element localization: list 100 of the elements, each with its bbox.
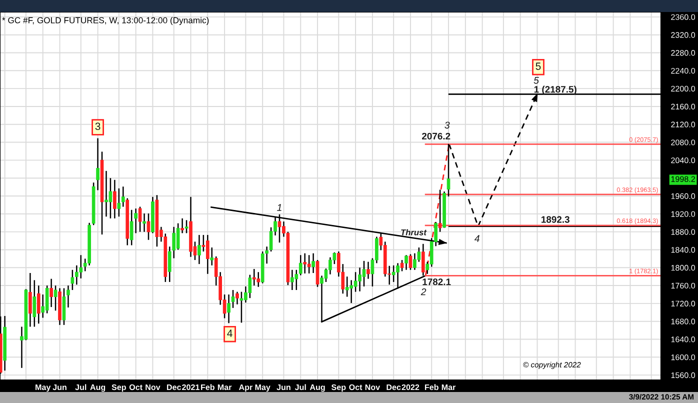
candlestick [354, 271, 358, 292]
y-tick-label: 2360.0 [671, 14, 696, 20]
y-tick-label: 1680.0 [671, 318, 696, 324]
candlestick [408, 254, 412, 270]
annotation: 5 [534, 76, 539, 84]
y-tick-label: 1800.0 [671, 264, 696, 271]
candlestick [362, 260, 366, 288]
y-tick-label: 1560.0 [671, 372, 696, 378]
candlestick [236, 291, 239, 305]
y-tick-label: 1600.0 [671, 354, 696, 360]
candlestick [108, 177, 112, 220]
annotation: Thrust [401, 229, 427, 236]
x-tick-label: Jul [75, 384, 86, 390]
x-tick-label: May [36, 384, 51, 392]
x-tick-label: Jun [276, 384, 290, 390]
candlestick [366, 261, 370, 280]
x-tick-label: Dec [167, 384, 182, 390]
candlestick [307, 254, 311, 274]
annotation: 3 [444, 122, 450, 129]
x-tick-label: Feb [424, 384, 438, 390]
candlestick [70, 269, 74, 291]
annotation: 3 [95, 122, 100, 130]
candlestick [50, 278, 53, 308]
candlestick [206, 234, 210, 275]
candlestick [413, 252, 416, 270]
annotation: 4 [474, 235, 480, 242]
x-tick-label: Aug [90, 384, 106, 392]
y-tick-label: 1960.0 [671, 193, 696, 199]
y-tick-label: 2160.0 [671, 104, 696, 110]
candlestick [74, 264, 78, 286]
annotation: 1 (2187.5) [534, 86, 576, 95]
candlestick [438, 189, 442, 232]
annotation: 2076.2 [422, 132, 450, 140]
x-tick-label: Oct [349, 384, 362, 390]
candlestick [404, 254, 408, 270]
candlestick [248, 274, 252, 299]
x-tick-label: Sep [331, 384, 346, 392]
candlestick [176, 222, 180, 250]
x-tick-label: Feb [201, 384, 214, 390]
candlestick [312, 252, 315, 274]
y-tick-label: 2240.0 [671, 68, 696, 74]
candlestick [316, 259, 320, 288]
candlestick [198, 234, 201, 265]
x-tick-label: Mar [218, 384, 232, 390]
candlestick [138, 206, 142, 232]
candlestick [142, 212, 146, 232]
candlestick [240, 291, 244, 324]
x-tick-label: Nov [146, 384, 160, 390]
y-tick-label: 1720.0 [671, 300, 696, 306]
candlestick [227, 294, 230, 324]
x-tick-label: Dec [386, 384, 401, 390]
y-tick-label: 1998.2 [671, 176, 695, 182]
annotation: 1892.3 [542, 216, 570, 223]
x-tick-label: Jul [294, 384, 306, 390]
annotation: 5 [536, 62, 541, 70]
y-tick-label: 2200.0 [671, 86, 696, 92]
candlestick [66, 284, 70, 308]
candlestick [62, 288, 66, 326]
y-tick-label: 2320.0 [671, 32, 696, 38]
y-tick-label: 1880.0 [671, 229, 696, 235]
annotation: 1782.1 [422, 278, 451, 286]
candlestick [146, 212, 150, 240]
y-tick-label: 2120.0 [671, 122, 696, 128]
x-tick-label: Oct [129, 384, 142, 390]
x-tick-label: Aug [310, 384, 325, 392]
candlestick [28, 272, 32, 328]
x-tick-label: May [255, 384, 270, 392]
candlestick [104, 170, 108, 218]
candlestick [36, 284, 40, 324]
candlestick [180, 218, 184, 234]
x-tick-label: Apr [238, 384, 252, 392]
y-tick-label: 1760.0 [671, 282, 696, 289]
y-tick-label: 1920.0 [671, 211, 696, 217]
candlestick [117, 188, 121, 218]
candlestick [303, 252, 307, 274]
candlestick [130, 209, 134, 246]
x-tick-label: Nov [365, 384, 380, 390]
candlestick [231, 289, 235, 309]
y-tick-label: 2040.0 [671, 157, 696, 164]
y-tick-label: 2280.0 [671, 50, 696, 56]
y-tick-label: 1640.0 [671, 336, 696, 342]
annotation: 4 [227, 330, 232, 337]
y-tick-label: 2080.0 [671, 140, 696, 146]
x-tick-label: 2021 [182, 384, 200, 390]
candlestick [256, 271, 260, 288]
x-tick-label: Jun [52, 384, 66, 390]
annotation: 1 [277, 204, 282, 211]
x-tick-label: 2022 [402, 384, 420, 390]
candlestick [400, 259, 404, 272]
candlestick [328, 256, 332, 275]
text: * GC #F, GOLD FUTURES, W, 13:00-12:00 (Dynamic) [2, 16, 209, 26]
candlestick [298, 254, 302, 276]
x-tick-label: Sep [112, 384, 126, 392]
annotation: 2 [420, 288, 426, 296]
candlestick [290, 269, 294, 291]
candlestick [113, 179, 116, 220]
candlestick [358, 267, 362, 292]
candlestick [252, 268, 256, 286]
x-tick-label: Mar [442, 384, 456, 390]
candlestick [184, 220, 188, 234]
